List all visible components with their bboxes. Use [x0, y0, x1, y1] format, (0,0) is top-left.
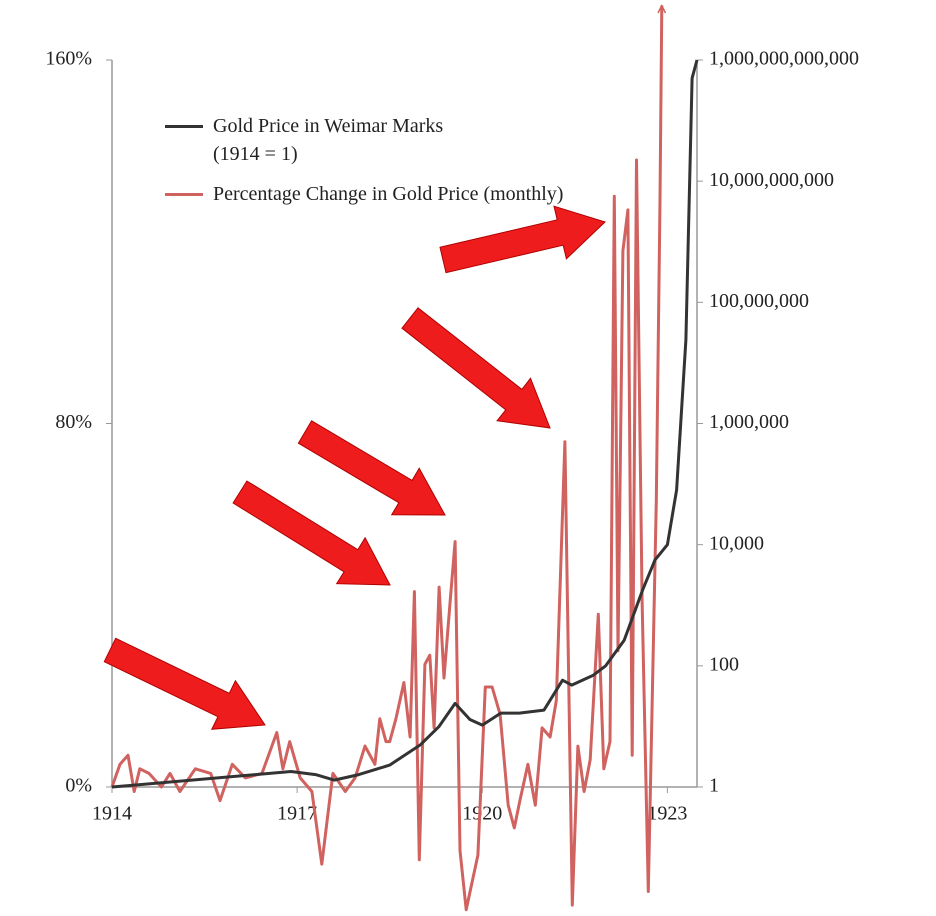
- y-tick-label: 80%: [55, 411, 92, 433]
- legend-swatch: [165, 125, 203, 128]
- x-tick-label: 1920: [462, 803, 502, 825]
- annotation-arrow: [103, 637, 266, 730]
- y2-tick-label: 1,000,000: [709, 411, 789, 433]
- y2-tick-label: 100,000,000: [709, 290, 809, 312]
- legend: Gold Price in Weimar Marks (1914 = 1) Per…: [165, 112, 583, 220]
- x-tick-label: 1914: [92, 803, 132, 825]
- y2-tick-label: 100: [709, 653, 739, 675]
- y2-tick-label: 10,000,000,000: [709, 169, 834, 191]
- annotation-arrow: [439, 205, 606, 274]
- annotation-arrows: [103, 205, 606, 730]
- annotation-arrow: [232, 480, 391, 586]
- legend-label: Percentage Change in Gold Price (monthly…: [213, 183, 564, 205]
- legend-item: Gold Price in Weimar Marks (1914 = 1): [165, 112, 473, 168]
- legend-item: Percentage Change in Gold Price (monthly…: [165, 180, 583, 208]
- y2-tick-label: 1: [709, 775, 719, 797]
- legend-swatch: [165, 193, 203, 196]
- series-line: [111, 59, 699, 789]
- annotation-arrow: [401, 307, 551, 429]
- y2-tick-label: 1,000,000,000,000: [709, 48, 859, 70]
- annotation-arrow: [297, 420, 446, 516]
- x-tick-label: 1923: [647, 803, 687, 825]
- series-line: [110, 6, 662, 912]
- legend-label: Gold Price in Weimar Marks (1914 = 1): [213, 115, 444, 165]
- y2-tick-label: 10,000: [709, 532, 764, 554]
- y-tick-label: 0%: [65, 775, 92, 797]
- y-tick-label: 160%: [45, 48, 92, 70]
- x-tick-label: 1917: [277, 803, 317, 825]
